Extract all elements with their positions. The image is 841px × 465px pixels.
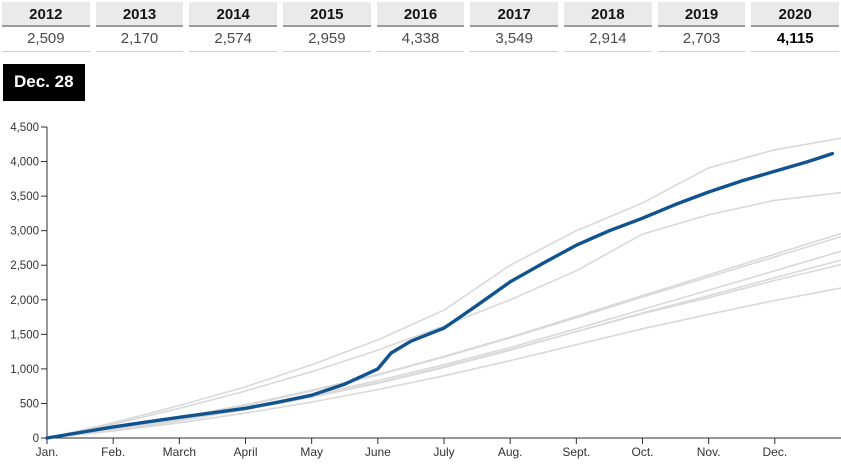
series-line-2017: [46, 191, 841, 439]
year-tab-label: 2017: [470, 2, 559, 27]
month-label: Jan.: [36, 445, 59, 459]
y-tick-label: 2,500: [10, 260, 39, 272]
year-tab-value: 2,914: [564, 27, 652, 52]
chart-canvas: 0 500 1,000 1,500 2,000 2,500 3,000 3,500 4,000 4…: [10, 122, 841, 459]
year-tab-label: 2018: [564, 2, 652, 27]
y-tick-label: 1,500: [10, 329, 39, 341]
series-line-2018: [46, 235, 841, 439]
series-line-2019: [46, 250, 841, 439]
year-tab-label: 2014: [189, 2, 278, 27]
year-tab-2015[interactable]: 2015 2,959: [283, 2, 371, 52]
year-tab-2016[interactable]: 2016 4,338: [376, 2, 465, 52]
y-tick-label: 2,000: [10, 295, 39, 307]
year-tab-label: 2020: [751, 2, 840, 27]
y-tick-label: 0: [33, 433, 39, 445]
year-tab-2018[interactable]: 2018 2,914: [564, 2, 652, 52]
year-tab-2017[interactable]: 2017 3,549: [470, 2, 559, 52]
year-tab-2014[interactable]: 2014 2,574: [189, 2, 278, 52]
y-tick-label: 3,500: [10, 191, 39, 203]
year-tab-2020[interactable]: 2020 4,115: [751, 2, 840, 52]
month-label: Sept.: [562, 445, 590, 459]
year-tab-value: 3,549: [470, 27, 559, 52]
month-label: May: [300, 445, 323, 459]
series-line-2015: [46, 232, 841, 439]
year-tab-2013[interactable]: 2013 2,170: [95, 2, 184, 52]
month-label: Aug.: [498, 445, 523, 459]
year-tab-label: 2019: [657, 2, 746, 27]
year-selector: 2012 2,509 2013 2,170 2014 2,574 2015 2,959 2016…: [2, 2, 840, 52]
month-label: July: [433, 445, 454, 459]
year-tab-value: 4,115: [751, 27, 840, 52]
year-tab-label: 2015: [283, 2, 371, 27]
month-label: April: [233, 445, 257, 459]
series-line-2016: [46, 137, 841, 439]
year-tab-value: 2,703: [657, 27, 746, 52]
month-label: March: [163, 445, 196, 459]
year-tab-value: 2,509: [2, 27, 90, 52]
month-label: June: [365, 445, 391, 459]
month-label: Feb.: [101, 445, 125, 459]
year-tab-value: 2,959: [283, 27, 371, 52]
year-tab-value: 4,338: [376, 27, 465, 52]
year-tab-value: 2,170: [95, 27, 184, 52]
y-tick-label: 4,000: [10, 157, 39, 169]
cumulative-line-chart: 0 500 1,000 1,500 2,000 2,500 3,000 3,500 4,000 4…: [0, 116, 841, 465]
month-label: Oct.: [631, 445, 653, 459]
y-tick-label: 3,000: [10, 226, 39, 238]
year-tab-label: 2013: [95, 2, 184, 27]
year-tab-2012[interactable]: 2012 2,509: [2, 2, 90, 52]
year-tab-label: 2016: [376, 2, 465, 27]
month-label: Dec.: [762, 445, 787, 459]
month-label: Nov.: [697, 445, 721, 459]
y-tick-label: 1,000: [10, 364, 39, 376]
year-tab-label: 2012: [2, 2, 90, 27]
year-tab-value: 2,574: [189, 27, 278, 52]
y-tick-label: 4,500: [10, 122, 39, 134]
date-badge: Dec. 28: [3, 64, 85, 101]
series-line-2020-highlighted: [45, 151, 835, 440]
y-tick-label: 500: [20, 398, 39, 410]
series-line-2013: [46, 287, 841, 439]
year-tab-2019[interactable]: 2019 2,703: [657, 2, 746, 52]
